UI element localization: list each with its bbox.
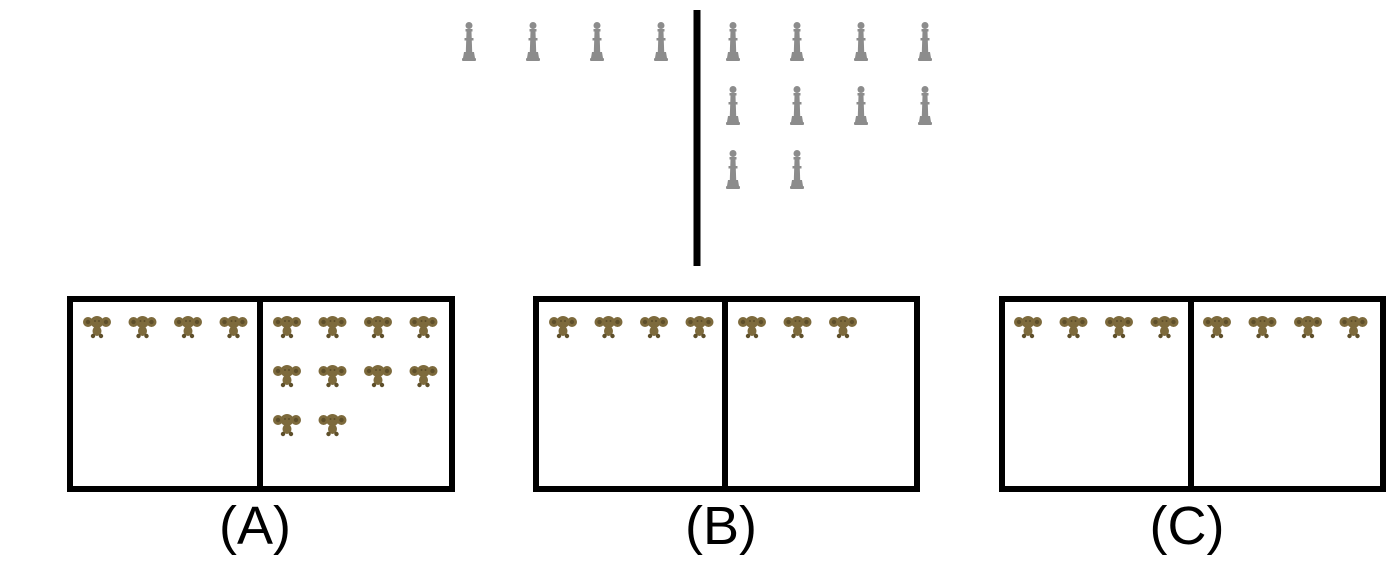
monkey-icon (1339, 316, 1368, 339)
option-c-panel[interactable] (999, 296, 1386, 492)
pawn-icon (726, 86, 740, 125)
pawn-icon (918, 86, 932, 125)
monkey-icon (1059, 316, 1088, 339)
monkey-icon (594, 316, 623, 339)
pawn-icon (726, 22, 740, 61)
monkey-icon (409, 365, 438, 388)
option-a-left-group (83, 316, 248, 339)
monkey-icon (364, 316, 392, 339)
option-c-left-group (1014, 316, 1179, 339)
option-c-right-group (1203, 316, 1368, 339)
monkey-icon (174, 316, 202, 339)
monkey-icon (738, 316, 766, 339)
pawn-icon (726, 150, 740, 189)
monkey-icon (273, 316, 301, 339)
option-a-right-group (273, 316, 438, 437)
reference-left-group (462, 22, 668, 61)
monkey-icon (1105, 316, 1133, 339)
pawn-icon (790, 150, 804, 189)
monkey-icon (409, 316, 438, 339)
monkey-icon (128, 316, 157, 339)
option-b-left-group (549, 316, 714, 339)
option-a-label[interactable]: (A) (219, 496, 291, 556)
monkey-icon (273, 365, 301, 388)
monkey-icon (829, 316, 857, 339)
reference-right-group (726, 22, 932, 189)
monkey-icon (1014, 316, 1042, 339)
option-b-right-group (738, 316, 857, 339)
monkey-icon (1150, 316, 1179, 339)
option-b-panel[interactable] (533, 296, 920, 492)
monkey-icon (549, 316, 577, 339)
monkey-icon (640, 316, 668, 339)
pawn-icon (854, 22, 868, 61)
monkey-icon (1248, 316, 1277, 339)
monkey-icon (1294, 316, 1322, 339)
monkey-icon (318, 316, 347, 339)
monkey-icon (783, 316, 812, 339)
option-c-label[interactable]: (C) (1149, 496, 1225, 556)
pawn-icon (854, 86, 868, 125)
pawn-icon (790, 22, 804, 61)
pawn-icon (526, 22, 540, 61)
pawn-icon (590, 22, 604, 61)
monkey-icon (318, 365, 347, 388)
pawn-icon (654, 22, 668, 61)
monkey-icon (364, 365, 392, 388)
monkey-icon (685, 316, 714, 339)
option-b-label[interactable]: (B) (685, 496, 757, 556)
monkey-icon (273, 414, 301, 437)
pawn-icon (462, 22, 476, 61)
pawn-icon (918, 22, 932, 61)
pawn-icon (790, 86, 804, 125)
option-a-panel[interactable] (67, 296, 455, 492)
monkey-icon (83, 316, 111, 339)
monkey-icon (1203, 316, 1231, 339)
monkey-icon (219, 316, 248, 339)
monkey-icon (318, 414, 347, 437)
